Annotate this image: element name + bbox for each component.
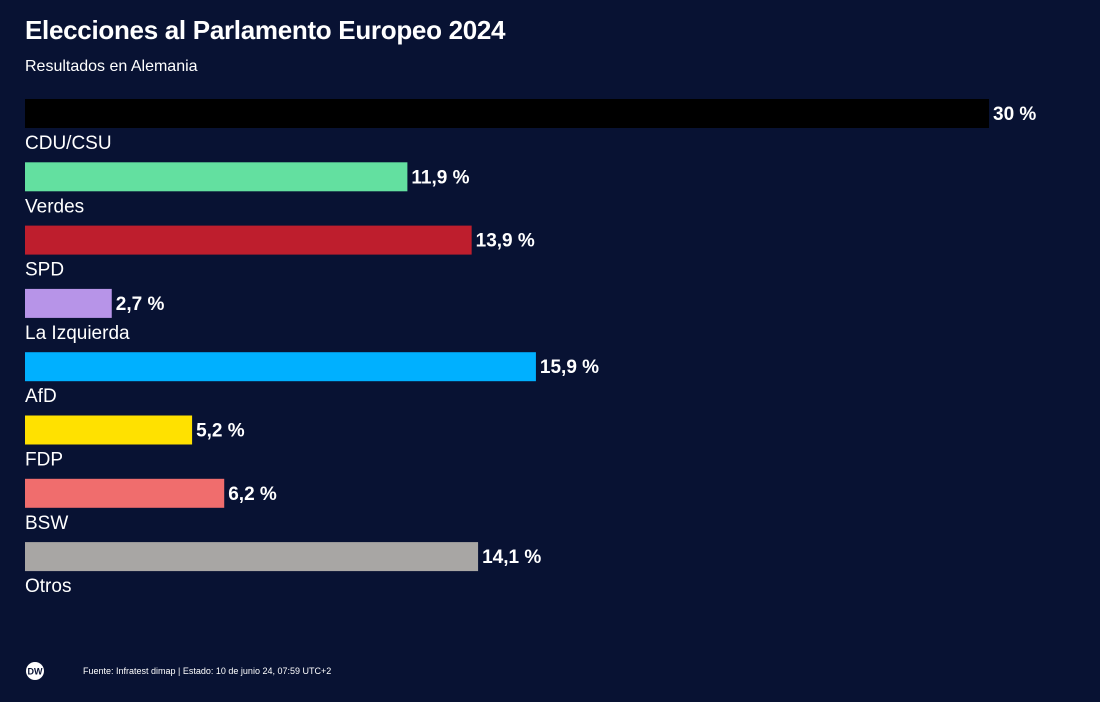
value-label-spd: 13,9 % (476, 231, 535, 252)
bar-verdes (25, 162, 408, 192)
source-note: Fuente: Infratest dimap | Estado: 10 de … (83, 666, 332, 676)
value-label-otros: 14,1 % (482, 547, 541, 568)
category-label-la-izquierda: La Izquierda (25, 323, 130, 344)
value-label-la-izquierda: 2,7 % (116, 294, 165, 315)
dw-logo-icon: DW (25, 661, 45, 681)
chart-subtitle: Resultados en Alemania (25, 58, 198, 75)
bar-la-izquierda (25, 288, 112, 318)
bar-afd (25, 352, 536, 382)
bar-bsw (25, 478, 225, 508)
bar-spd (25, 225, 472, 255)
bar-cdu-csu (25, 99, 989, 128)
value-label-fdp: 5,2 % (196, 421, 245, 442)
svg-text:DW: DW (28, 667, 43, 677)
category-label-otros: Otros (25, 576, 71, 597)
category-label-verdes: Verdes (25, 196, 84, 217)
chart-title: Elecciones al Parlamento Europeo 2024 (25, 15, 506, 45)
bar-otros (25, 542, 479, 572)
value-label-cdu-csu: 30 % (993, 104, 1036, 125)
category-label-cdu-csu: CDU/CSU (25, 133, 112, 154)
category-label-fdp: FDP (25, 450, 63, 471)
bar-fdp (25, 415, 193, 445)
value-label-bsw: 6,2 % (228, 484, 277, 505)
footer: DW Fuente: Infratest dimap | Estado: 10 … (25, 661, 331, 681)
category-label-bsw: BSW (25, 513, 68, 534)
value-label-verdes: 11,9 % (411, 167, 469, 188)
value-label-afd: 15,9 % (540, 357, 599, 378)
category-label-spd: SPD (25, 260, 64, 281)
category-label-afd: AfD (25, 386, 57, 407)
